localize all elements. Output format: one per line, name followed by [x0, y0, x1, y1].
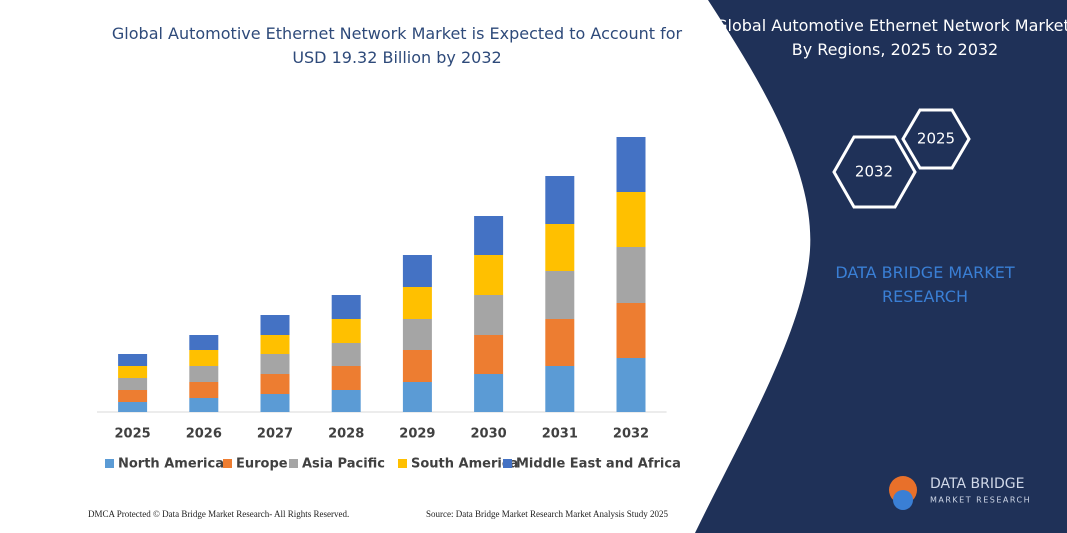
- bar-segment: [189, 382, 219, 398]
- bar-segment: [260, 315, 290, 335]
- bar-segment: [118, 354, 148, 366]
- brand-text: DATA BRIDGE MARKET RESEARCH: [835, 263, 1015, 306]
- footer-right: Source: Data Bridge Market Research Mark…: [426, 509, 668, 519]
- bar-segment: [331, 295, 361, 319]
- legend-label: Middle East and Africa: [516, 457, 681, 472]
- legend-swatch: [105, 459, 114, 468]
- bar-segment: [402, 382, 432, 412]
- bar-segment: [331, 343, 361, 366]
- bar-segment: [474, 255, 504, 295]
- bar-segment: [118, 366, 148, 378]
- x-tick-label: 2025: [115, 427, 151, 442]
- bar-segment: [260, 394, 290, 412]
- hex-label: 2032: [855, 163, 893, 181]
- bar-segment: [402, 350, 432, 382]
- bar-segment: [189, 350, 219, 366]
- bar-segment: [260, 335, 290, 354]
- x-tick-label: 2031: [542, 427, 578, 442]
- x-tick-label: 2026: [186, 427, 222, 442]
- bar-segment: [474, 335, 504, 374]
- bar-segment: [189, 366, 219, 382]
- logo-mark: [893, 490, 913, 510]
- logo-sub: MARKET RESEARCH: [930, 496, 1031, 505]
- logo-name: DATA BRIDGE: [930, 476, 1024, 492]
- bar-segment: [616, 303, 646, 358]
- bar-segment: [402, 287, 432, 319]
- bar-segment: [189, 398, 219, 412]
- hexagon: [832, 135, 917, 209]
- bar-segment: [616, 137, 646, 192]
- legend-swatch: [503, 459, 512, 468]
- bar-segment: [189, 335, 219, 350]
- legend-label: South America: [411, 457, 518, 472]
- x-tick-label: 2032: [613, 427, 649, 442]
- x-tick-label: 2030: [471, 427, 507, 442]
- legend-label: North America: [118, 457, 224, 472]
- x-tick-label: 2028: [328, 427, 364, 442]
- bar-segment: [331, 319, 361, 343]
- bar-segment: [545, 366, 575, 412]
- legend-label: Asia Pacific: [302, 457, 385, 472]
- bar-segment: [260, 374, 290, 394]
- panel-title: Global Automotive Ethernet Network Marke…: [715, 16, 1067, 59]
- x-tick-label: 2029: [399, 427, 435, 442]
- bar-segment: [474, 374, 504, 412]
- bar-segment: [545, 319, 575, 366]
- legend-swatch: [398, 459, 407, 468]
- bar-segment: [545, 271, 575, 319]
- bar-segment: [545, 224, 575, 271]
- bar-segment: [616, 192, 646, 247]
- bar-segment: [118, 402, 148, 412]
- hexagon: [901, 108, 971, 170]
- bar-segment: [474, 295, 504, 335]
- bar-segment: [616, 358, 646, 412]
- bar-segment: [402, 255, 432, 287]
- bar-segment: [616, 247, 646, 303]
- bar-segment: [260, 354, 290, 374]
- bar-segment: [545, 176, 575, 224]
- bar-segment: [402, 319, 432, 350]
- chart-title: Global Automotive Ethernet Network Marke…: [112, 24, 683, 67]
- bar-segment: [118, 390, 148, 402]
- bar-segment: [118, 378, 148, 390]
- legend-swatch: [289, 459, 298, 468]
- hex-label: 2025: [917, 130, 955, 148]
- footer-left: DMCA Protected © Data Bridge Market Rese…: [88, 509, 349, 519]
- bar-segment: [331, 366, 361, 390]
- bar-segment: [331, 390, 361, 412]
- x-tick-label: 2027: [257, 427, 293, 442]
- legend-swatch: [223, 459, 232, 468]
- bar-segment: [474, 216, 504, 255]
- side-panel: [695, 0, 1067, 533]
- legend-label: Europe: [236, 457, 288, 472]
